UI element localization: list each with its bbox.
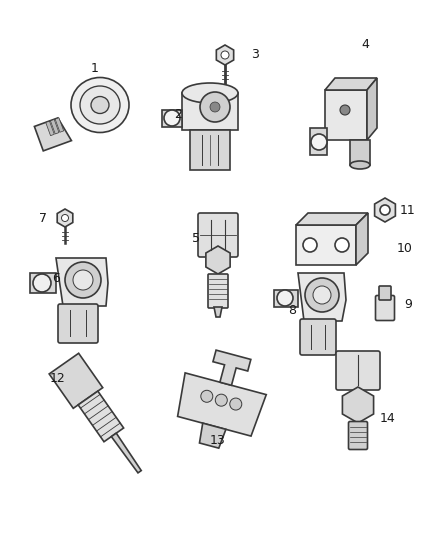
Polygon shape <box>213 350 251 385</box>
Polygon shape <box>325 78 377 90</box>
Polygon shape <box>214 307 222 317</box>
Text: 11: 11 <box>400 204 416 216</box>
Polygon shape <box>162 110 182 127</box>
Ellipse shape <box>91 96 109 114</box>
Circle shape <box>215 394 227 406</box>
Text: 12: 12 <box>50 372 66 384</box>
Text: 14: 14 <box>380 411 396 424</box>
Polygon shape <box>298 273 346 321</box>
Text: 1: 1 <box>91 61 99 75</box>
Polygon shape <box>356 213 368 265</box>
Polygon shape <box>56 258 108 306</box>
Circle shape <box>210 102 220 112</box>
Text: 3: 3 <box>251 49 259 61</box>
Text: 13: 13 <box>210 433 226 447</box>
Circle shape <box>61 214 68 222</box>
Polygon shape <box>367 78 377 140</box>
FancyBboxPatch shape <box>208 274 228 308</box>
Text: 4: 4 <box>361 38 369 52</box>
Ellipse shape <box>80 86 120 124</box>
Polygon shape <box>343 387 374 423</box>
Circle shape <box>335 238 349 252</box>
Polygon shape <box>310 128 327 155</box>
Circle shape <box>65 262 101 298</box>
Polygon shape <box>50 119 59 134</box>
FancyBboxPatch shape <box>375 295 395 320</box>
Circle shape <box>340 105 350 115</box>
Polygon shape <box>78 391 124 442</box>
Polygon shape <box>216 45 233 65</box>
Polygon shape <box>30 273 56 293</box>
Text: 10: 10 <box>397 241 413 254</box>
Circle shape <box>221 51 229 59</box>
Circle shape <box>305 278 339 312</box>
Circle shape <box>277 290 293 306</box>
FancyBboxPatch shape <box>58 304 98 343</box>
Polygon shape <box>190 130 230 170</box>
Polygon shape <box>199 423 226 448</box>
FancyBboxPatch shape <box>336 351 380 390</box>
Text: 7: 7 <box>39 212 47 224</box>
Circle shape <box>201 390 213 402</box>
Text: 6: 6 <box>52 271 60 285</box>
Circle shape <box>200 92 230 122</box>
Ellipse shape <box>182 83 238 103</box>
Ellipse shape <box>71 77 129 133</box>
FancyBboxPatch shape <box>198 213 238 257</box>
Circle shape <box>303 238 317 252</box>
Polygon shape <box>296 213 368 225</box>
Polygon shape <box>274 290 298 307</box>
Polygon shape <box>350 140 370 165</box>
Polygon shape <box>206 246 230 274</box>
Circle shape <box>164 110 180 126</box>
Circle shape <box>313 286 331 304</box>
FancyBboxPatch shape <box>300 319 336 355</box>
Text: 9: 9 <box>404 298 412 311</box>
Circle shape <box>73 270 93 290</box>
FancyBboxPatch shape <box>349 422 367 449</box>
Polygon shape <box>374 198 396 222</box>
Polygon shape <box>325 90 367 140</box>
Circle shape <box>380 205 390 215</box>
FancyBboxPatch shape <box>379 286 391 300</box>
Polygon shape <box>296 225 356 265</box>
Circle shape <box>311 134 327 150</box>
Polygon shape <box>55 118 64 132</box>
Polygon shape <box>111 433 141 473</box>
Text: 5: 5 <box>192 231 200 245</box>
Polygon shape <box>182 93 238 130</box>
Polygon shape <box>49 353 103 408</box>
Polygon shape <box>34 118 71 151</box>
Polygon shape <box>57 209 73 227</box>
Circle shape <box>230 398 242 410</box>
Ellipse shape <box>350 161 370 169</box>
Text: 2: 2 <box>174 109 182 122</box>
Circle shape <box>33 274 51 292</box>
Polygon shape <box>46 121 54 136</box>
Text: 8: 8 <box>288 303 296 317</box>
Polygon shape <box>177 373 266 436</box>
